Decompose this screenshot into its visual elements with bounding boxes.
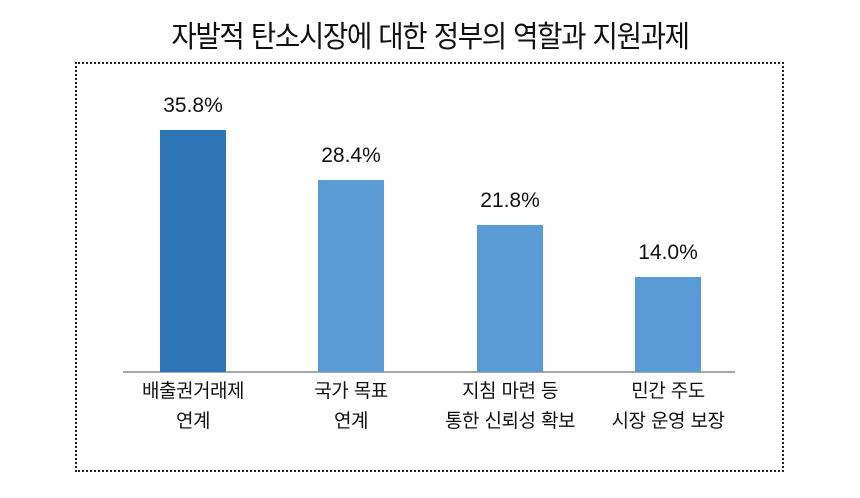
- category-label-line: 배출권거래제: [142, 380, 244, 402]
- category-label-line: 연계: [176, 410, 210, 432]
- category-label-line: 통한 신뢰성 확보: [445, 410, 575, 432]
- bar-1: [160, 130, 226, 372]
- chart-frame: [75, 62, 784, 472]
- chart-title: 자발적 탄소시장에 대한 정부의 역할과 지원과제: [171, 20, 690, 55]
- category-label-line: 시장 운영 보장: [611, 410, 725, 432]
- category-label-line: 지침 마련 등: [462, 380, 558, 402]
- category-label-line: 연계: [334, 410, 368, 432]
- value-label: 35.8%: [163, 94, 223, 117]
- value-label: 28.4%: [321, 144, 381, 168]
- category-label-line: 민간 주도: [631, 380, 705, 402]
- bar-3: [477, 224, 543, 372]
- bar-2: [318, 180, 384, 372]
- value-label: 21.8%: [480, 188, 540, 212]
- bar-4: [635, 277, 701, 372]
- x-axis-line: [123, 371, 735, 373]
- category-label-line: 국가 목표: [314, 380, 388, 402]
- value-label: 14.0%: [638, 241, 698, 265]
